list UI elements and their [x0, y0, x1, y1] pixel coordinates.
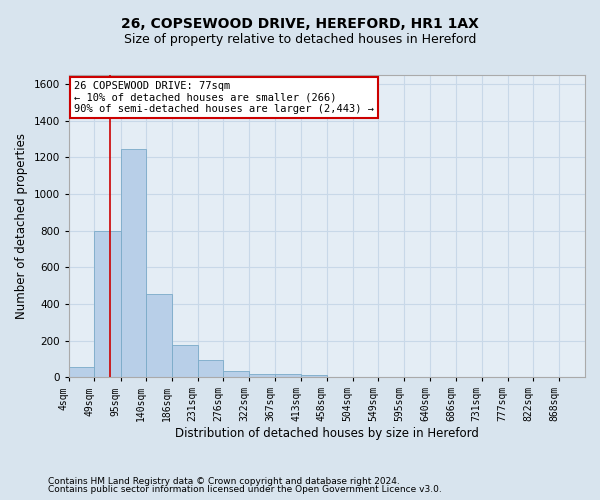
Bar [250, 374, 275, 377]
Text: 26 COPSEWOOD DRIVE: 77sqm
← 10% of detached houses are smaller (266)
90% of semi: 26 COPSEWOOD DRIVE: 77sqm ← 10% of detac… [74, 81, 374, 114]
Bar [94, 230, 121, 377]
Bar [198, 360, 223, 377]
Bar [301, 376, 326, 377]
Bar [275, 374, 301, 377]
Bar [223, 371, 250, 377]
Bar [121, 149, 146, 377]
Text: Contains HM Land Registry data © Crown copyright and database right 2024.: Contains HM Land Registry data © Crown c… [48, 477, 400, 486]
X-axis label: Distribution of detached houses by size in Hereford: Distribution of detached houses by size … [175, 427, 479, 440]
Text: 26, COPSEWOOD DRIVE, HEREFORD, HR1 1AX: 26, COPSEWOOD DRIVE, HEREFORD, HR1 1AX [121, 18, 479, 32]
Text: Contains public sector information licensed under the Open Government Licence v3: Contains public sector information licen… [48, 485, 442, 494]
Bar [69, 367, 94, 377]
Bar [172, 345, 198, 377]
Text: Size of property relative to detached houses in Hereford: Size of property relative to detached ho… [124, 32, 476, 46]
Y-axis label: Number of detached properties: Number of detached properties [15, 133, 28, 319]
Bar [146, 294, 172, 377]
